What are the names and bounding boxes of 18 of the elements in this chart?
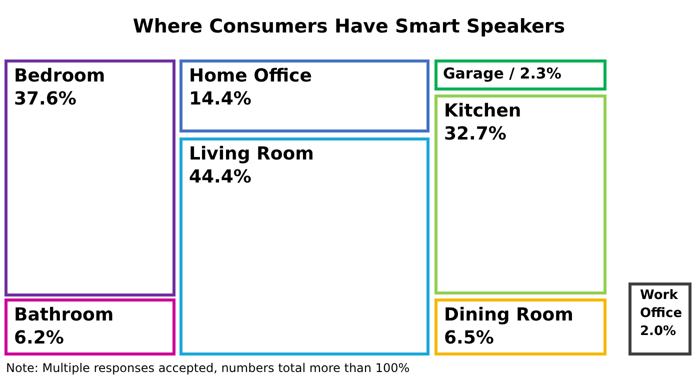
- data-label: 6.2%: [14, 328, 64, 349]
- data-label: 2.0%: [640, 324, 676, 339]
- category-label: Bathroom: [14, 304, 114, 326]
- data-label: 32.7%: [444, 124, 506, 145]
- data-label: 2.3%: [520, 64, 562, 82]
- category-label: Work Office: [640, 288, 682, 321]
- text: Note: Multiple responses accepted, numbers total more than 100%: [6, 361, 410, 375]
- text: Where Consumers Have Smart Speakers: [132, 15, 566, 38]
- category-label: Bedroom: [14, 66, 106, 87]
- category-label: Dining Room: [444, 304, 574, 326]
- data-label: 44.4%: [189, 166, 252, 188]
- category-label: Garage /: [443, 64, 516, 82]
- category-label: Kitchen: [444, 100, 522, 122]
- category-label: Home Office: [189, 66, 312, 87]
- data-label: 37.6%: [14, 88, 76, 110]
- category-label: Living Room: [189, 144, 314, 165]
- data-label: 14.4%: [189, 88, 252, 110]
- data-label: 6.5%: [444, 328, 494, 349]
